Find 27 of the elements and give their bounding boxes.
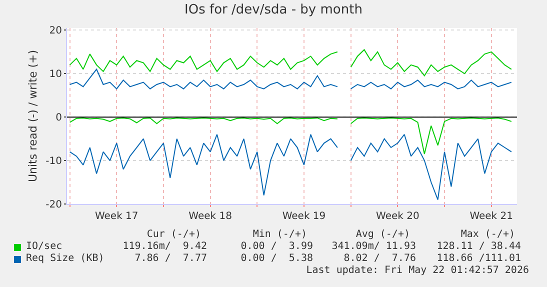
text: 7.86 / 7.77 xyxy=(134,253,207,265)
y-tick-label: 10 xyxy=(49,69,62,80)
legend-label: Req Size (KB) xyxy=(26,253,104,265)
text: 341.09m/ 11.93 xyxy=(332,241,416,253)
text: Min (-/+) xyxy=(252,229,307,241)
text: 128.11 / 38.44 xyxy=(436,241,521,253)
y-axis-title: Units read (-) / write (+) xyxy=(26,50,40,182)
x-tick-label: Week 18 xyxy=(188,211,232,222)
x-tick-label: Week 21 xyxy=(470,211,514,222)
x-tick-label: Week 19 xyxy=(282,211,326,222)
text: 0.00 / 5.38 xyxy=(240,253,313,265)
legend-label: IO/sec xyxy=(26,241,62,253)
y-tick-label: -10 xyxy=(46,156,62,168)
text: 118.66 /111.01 xyxy=(436,253,521,265)
text: Max (-/+) xyxy=(460,229,515,241)
chart-title: IOs for /dev/sda - by month xyxy=(184,2,362,18)
x-tick-label: Week 17 xyxy=(94,211,138,222)
x-tick-label: Week 20 xyxy=(376,211,420,222)
y-tick-label: -20 xyxy=(46,200,62,210)
y-tick-label: 0 xyxy=(56,112,62,124)
text: 0.00 / 3.99 xyxy=(240,241,313,253)
text: 119.16m/ 9.42 xyxy=(122,241,207,253)
text: Cur (-/+) xyxy=(146,229,201,241)
text: 8.02 / 7.76 xyxy=(344,253,416,265)
y-tick-label: 20 xyxy=(49,26,62,37)
text: Avg (-/+) xyxy=(356,229,410,241)
text: Last update: Fri May 22 01:42:57 2026 xyxy=(306,265,529,277)
